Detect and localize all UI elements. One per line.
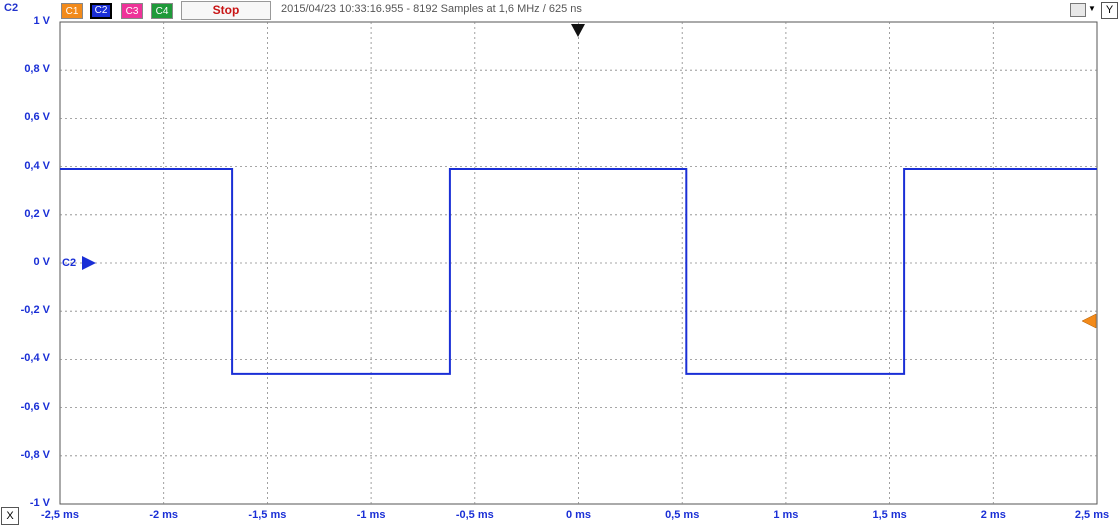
x-tick-label: -2,5 ms [41,509,79,521]
x-tick-label: 1 ms [773,509,799,521]
channel-c3-button[interactable]: C3 [121,3,143,19]
channel-c4-button[interactable]: C4 [151,3,173,19]
y-tick-label: -1 V [29,497,50,509]
channel-c2-button[interactable]: C2 [90,3,112,19]
active-channel-label: C2 [4,2,19,14]
y-tick-label: -0,8 V [20,448,50,461]
trigger-level-marker-icon [1081,313,1097,329]
x-axis-button[interactable]: X [1,507,19,525]
series-line-c2 [60,168,1097,375]
y-tick-label: 0,6 V [24,111,50,124]
x-tick-label: -1 ms [356,509,386,521]
y-tick-label: 0 V [33,256,50,268]
y-tick-label: -0,4 V [20,352,50,365]
x-tick-label: -1,5 ms [248,509,287,521]
channel-offset-label: C2 [62,257,77,269]
y-tick-label: -0,6 V [20,400,50,413]
y-axis-button[interactable]: Y [1101,2,1118,19]
y-tick-label: 0,4 V [24,159,50,172]
y-tick-label: 0,8 V [24,63,50,76]
settings-menu-icon[interactable] [1070,3,1086,17]
acquisition-info: 2015/04/23 10:33:16.955 - 8192 Samples a… [281,3,582,15]
grid [60,22,1097,504]
x-tick-label: -2 ms [149,509,179,521]
y-tick-label: 0,2 V [24,207,50,220]
x-tick-label: 0,5 ms [665,509,700,521]
channel-c1-button[interactable]: C1 [61,3,83,19]
trigger-time-marker-icon [571,24,585,37]
y-tick-label: -0,2 V [20,304,50,317]
channel-offset-marker-icon [82,256,96,270]
chevron-down-icon[interactable]: ▼ [1088,4,1096,13]
trace-c2 [60,168,1097,375]
stop-button[interactable]: Stop [181,1,271,20]
x-tick-label: 0 ms [565,509,592,521]
x-tick-label: -0,5 ms [455,509,494,521]
x-tick-label: 2,5 ms [1074,509,1110,521]
toolbar: C2 C1 C2 C3 C4 Stop 2015/04/23 10:33:16.… [0,0,1120,22]
x-tick-label: 1,5 ms [872,509,907,521]
x-tick-label: 2 ms [980,509,1006,521]
y-tick-label: 1 V [33,15,50,27]
